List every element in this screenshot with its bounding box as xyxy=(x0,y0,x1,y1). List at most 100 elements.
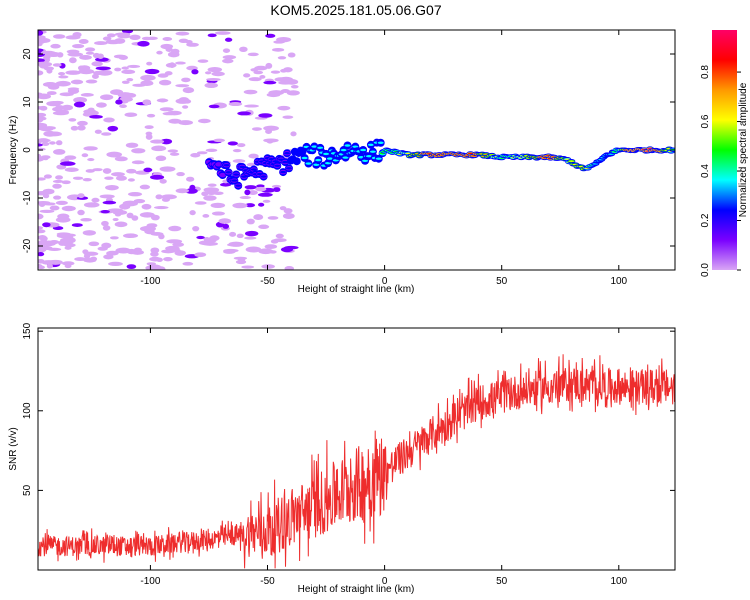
heatmap-cell xyxy=(89,256,98,262)
heatmap-cell xyxy=(369,150,376,153)
heatmap-cell xyxy=(121,69,136,74)
heatmap-cell xyxy=(59,161,76,166)
heatmap-cell xyxy=(267,216,279,220)
heatmap-cell xyxy=(86,110,99,116)
heatmap-cell xyxy=(237,258,246,262)
heatmap-cell xyxy=(94,41,108,46)
heatmap-cell xyxy=(105,39,121,45)
heatmap-cell xyxy=(256,184,265,188)
heatmap-cell xyxy=(222,223,230,229)
heatmap-cell xyxy=(39,105,48,111)
heatmap-cell xyxy=(174,250,186,256)
heatmap-cell xyxy=(293,159,300,163)
heatmap-cell xyxy=(115,99,123,105)
heatmap-cell xyxy=(167,51,180,58)
heatmap-cell xyxy=(77,120,88,126)
heatmap-cell xyxy=(189,210,196,216)
heatmap-cell xyxy=(233,173,240,176)
heatmap-cell xyxy=(112,217,119,222)
heatmap-cell xyxy=(213,138,226,143)
heatmap-cell xyxy=(178,97,189,102)
colorbar-gradient xyxy=(712,30,737,270)
heatmap-cell xyxy=(46,91,57,96)
heatmap-cell xyxy=(68,118,77,122)
spectrogram-x-label: Height of straight line (km) xyxy=(298,284,415,295)
heatmap-cell xyxy=(172,242,185,247)
heatmap-cell xyxy=(139,184,151,190)
heatmap-cell xyxy=(81,153,89,158)
heatmap-cell xyxy=(144,82,154,86)
heatmap-cell xyxy=(38,265,45,270)
heatmap-cell xyxy=(255,186,267,192)
heatmap-cell xyxy=(64,155,77,160)
heatmap-cell xyxy=(210,202,226,209)
heatmap-cell xyxy=(219,173,226,177)
heatmap-cell xyxy=(244,189,251,196)
heatmap-cell xyxy=(248,77,262,82)
spectrogram-heatmap xyxy=(38,30,675,270)
heatmap-cell xyxy=(119,203,131,210)
heatmap-cell xyxy=(198,240,211,245)
heatmap-cell xyxy=(61,205,76,212)
heatmap-cell xyxy=(244,203,256,208)
colorbar-tick-label: 0.6 xyxy=(700,114,711,128)
heatmap-cell xyxy=(215,163,222,166)
heatmap-cell xyxy=(117,92,133,99)
heatmap-cell xyxy=(115,247,131,254)
heatmap-cell xyxy=(149,267,159,270)
heatmap-cell xyxy=(92,168,103,172)
heatmap-cell xyxy=(163,256,173,262)
heatmap-cell xyxy=(88,241,100,247)
heatmap-cell xyxy=(144,125,154,130)
heatmap-cell xyxy=(137,40,150,47)
heatmap-cell xyxy=(165,245,180,251)
heatmap-cell xyxy=(83,202,100,208)
heatmap-cell xyxy=(125,142,139,148)
heatmap-cell xyxy=(95,57,109,62)
y-tick-label: 150 xyxy=(22,322,33,339)
heatmap-cell xyxy=(139,212,155,218)
heatmap-cell xyxy=(97,69,113,76)
heatmap-cell xyxy=(123,233,139,238)
heatmap-cell xyxy=(261,264,275,269)
heatmap-cell xyxy=(204,82,219,89)
heatmap-cell xyxy=(52,183,62,189)
heatmap-cell xyxy=(207,183,217,187)
heatmap-cell xyxy=(101,220,109,227)
heatmap-cell xyxy=(121,80,130,84)
y-tick-label: 10 xyxy=(22,96,33,108)
heatmap-cell xyxy=(38,252,45,257)
heatmap-cell xyxy=(91,61,103,67)
heatmap-cell xyxy=(53,34,66,39)
heatmap-cell xyxy=(55,175,63,180)
x-tick-label: 100 xyxy=(610,276,627,287)
heatmap-cell xyxy=(607,153,614,155)
heatmap-cell xyxy=(229,231,237,237)
heatmap-cell xyxy=(38,58,45,63)
heatmap-cell xyxy=(72,43,85,49)
heatmap-cell xyxy=(38,30,44,36)
heatmap-cell xyxy=(342,156,349,159)
heatmap-cell xyxy=(241,265,255,269)
heatmap-cell xyxy=(85,79,98,84)
snr-y-ticks: 50 100 150 xyxy=(22,322,675,496)
heatmap-cell xyxy=(38,117,44,123)
heatmap-cell xyxy=(150,174,165,180)
heatmap-cell xyxy=(245,246,262,253)
heatmap-cell xyxy=(270,70,281,74)
heatmap-cell xyxy=(362,159,369,162)
heatmap-cell xyxy=(126,264,137,270)
y-tick-label: 100 xyxy=(22,402,33,419)
heatmap-cell xyxy=(175,84,190,88)
heatmap-cell xyxy=(211,71,225,77)
heatmap-cell xyxy=(159,178,167,184)
heatmap-cell xyxy=(100,94,114,101)
heatmap-cell xyxy=(225,171,232,174)
heatmap-cell xyxy=(153,206,169,210)
heatmap-cell xyxy=(102,168,112,174)
heatmap-cell xyxy=(169,152,180,156)
heatmap-cell xyxy=(301,156,308,160)
heatmap-cell xyxy=(269,250,277,254)
heatmap-cell xyxy=(290,131,297,137)
colorbar-tick-label: 0.2 xyxy=(700,213,711,227)
